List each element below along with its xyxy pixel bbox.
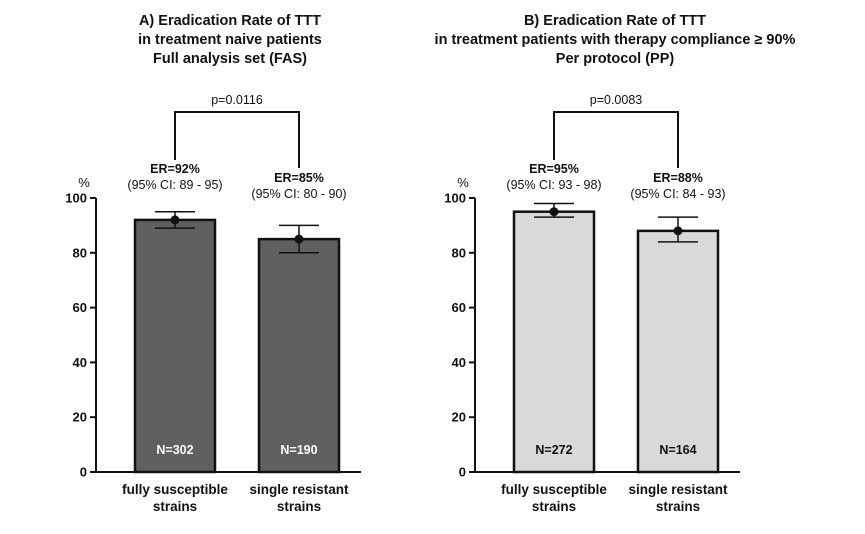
x-category-label: strains	[656, 499, 700, 514]
x-category-label: strains	[153, 499, 197, 514]
y-tick-label: 40	[73, 355, 87, 370]
bar	[512, 210, 596, 474]
y-axis-unit-label: %	[78, 175, 90, 190]
y-tick-label: 100	[65, 191, 87, 206]
y-tick-label: 0	[80, 465, 87, 480]
data-point	[549, 207, 559, 217]
n-label: N=302	[156, 443, 193, 457]
y-tick-label: 80	[73, 245, 87, 260]
x-category-label: single resistant	[628, 482, 728, 497]
x-category-label: single resistant	[249, 482, 349, 497]
er-label: ER=88%	[653, 171, 703, 185]
er-label: ER=95%	[529, 162, 579, 176]
y-tick-label: 20	[452, 410, 466, 425]
bar	[636, 229, 720, 474]
significance-bracket	[553, 111, 679, 168]
y-tick-label: 0	[459, 465, 466, 480]
x-category-label: strains	[532, 499, 576, 514]
chart-title-line: Per protocol (PP)	[556, 51, 675, 67]
n-label: N=164	[659, 443, 696, 457]
ci-label: (95% CI: 84 - 93)	[630, 187, 725, 201]
data-point	[673, 226, 683, 236]
data-point	[294, 234, 304, 244]
p-value-label: p=0.0116	[211, 93, 263, 107]
ci-label: (95% CI: 89 - 95)	[127, 178, 222, 192]
n-label: N=272	[535, 443, 572, 457]
y-tick-label: 60	[452, 300, 466, 315]
x-category-label: fully susceptible	[122, 482, 228, 497]
chart-title-line: in treatment patients with therapy compl…	[435, 32, 796, 48]
chart-title-line: in treatment naive patients	[138, 32, 322, 48]
n-label: N=190	[280, 443, 317, 457]
chart-title-line: A) Eradication Rate of TTT	[139, 13, 321, 29]
chart-title-line: B) Eradication Rate of TTT	[524, 13, 706, 29]
y-tick-label: 20	[73, 410, 87, 425]
bar	[133, 218, 217, 474]
y-tick-label: 100	[444, 191, 466, 206]
significance-bracket	[174, 111, 300, 168]
data-point	[170, 215, 180, 225]
y-tick-label: 80	[452, 245, 466, 260]
y-tick-label: 60	[73, 300, 87, 315]
bar	[257, 237, 341, 474]
y-axis-unit-label: %	[457, 175, 469, 190]
er-label: ER=92%	[150, 162, 200, 176]
p-value-label: p=0.0083	[590, 93, 643, 107]
x-category-label: fully susceptible	[501, 482, 607, 497]
chart-title-line: Full analysis set (FAS)	[153, 51, 307, 67]
ci-label: (95% CI: 80 - 90)	[251, 187, 346, 201]
ci-label: (95% CI: 93 - 98)	[506, 178, 601, 192]
er-label: ER=85%	[274, 171, 324, 185]
x-category-label: strains	[277, 499, 321, 514]
y-tick-label: 40	[452, 355, 466, 370]
